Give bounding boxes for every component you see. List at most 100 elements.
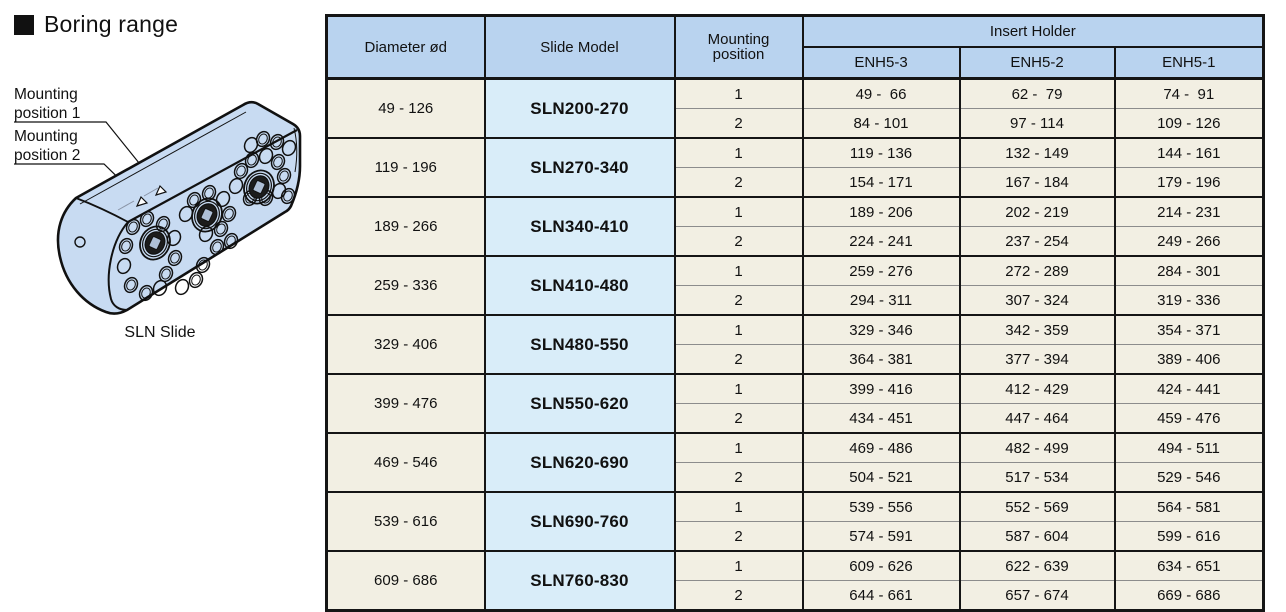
enh5-2-range-cell: 447 - 464 [958,403,1116,434]
mounting-position-cell: 2 [673,580,804,612]
diameter-cell: 399 - 476 [325,373,486,434]
enh5-1-range-cell: 564 - 581 [1113,491,1265,522]
col-header-enh5-2: ENH5-2 [958,46,1116,80]
mounting-position-cell: 2 [673,167,804,198]
enh5-3-range-cell: 294 - 311 [801,285,961,316]
enh5-1-range-cell: 529 - 546 [1113,462,1265,493]
mounting-position-cell: 2 [673,403,804,434]
enh5-3-range-cell: 574 - 591 [801,521,961,552]
slide-model-cell: SLN480-550 [483,314,676,375]
enh5-1-range-cell: 354 - 371 [1113,314,1265,345]
enh5-2-range-cell: 622 - 639 [958,550,1116,581]
mounting-position-cell: 2 [673,344,804,375]
mounting-position-cell: 1 [673,196,804,227]
enh5-1-range-cell: 249 - 266 [1113,226,1265,257]
slide-model-cell: SLN620-690 [483,432,676,493]
col-header-insert-holder: Insert Holder [801,14,1265,48]
mounting-position-cell: 1 [673,137,804,168]
enh5-3-range-cell: 364 - 381 [801,344,961,375]
section-marker-icon [14,14,34,35]
col-header-diameter: Diameter ød [325,14,486,80]
enh5-1-range-cell: 284 - 301 [1113,255,1265,286]
enh5-2-range-cell: 97 - 114 [958,108,1116,139]
diameter-cell: 189 - 266 [325,196,486,257]
table-row: 49 - 126 SLN200-270 1 49 - 66 62 - 79 74 - 91 [325,77,1265,139]
mounting-position-1-label: Mounting position 1 [14,86,81,122]
mounting-position-cell: 1 [673,550,804,581]
table-row: 399 - 476 SLN550-620 1 399 - 416 412 - 429 42… [325,373,1265,434]
mounting-position-cell: 1 [673,373,804,404]
slide-model-cell: SLN200-270 [483,77,676,139]
enh5-1-range-cell: 179 - 196 [1113,167,1265,198]
enh5-3-range-cell: 399 - 416 [801,373,961,404]
enh5-1-range-cell: 144 - 161 [1113,137,1265,168]
table-row: 119 - 196 SLN270-340 1 119 - 136 132 - 149 14… [325,137,1265,198]
mounting-position-1-marker-icon [154,184,168,196]
table-row: 539 - 616 SLN690-760 1 539 - 556 552 - 569 56… [325,491,1265,552]
enh5-2-range-cell: 587 - 604 [958,521,1116,552]
table-row: 2 224 - 241 237 - 254 249 - 266 [327,226,1265,257]
page-title: Boring range [44,11,179,37]
mounting-position-cell: 2 [673,285,804,316]
enh5-2-range-cell: 657 - 674 [958,580,1116,612]
table-row: 2 644 - 661 657 - 674 669 - 686 [327,580,1265,612]
slide-model-cell: SLN690-760 [483,491,676,552]
enh5-3-range-cell: 49 - 66 [801,77,961,109]
col-header-slide-model: Slide Model [483,14,676,80]
diameter-cell: 49 - 126 [325,77,486,139]
diameter-cell: 469 - 546 [325,432,486,493]
enh5-3-range-cell: 469 - 486 [801,432,961,463]
mounting-position-cell: 1 [673,432,804,463]
enh5-1-range-cell: 599 - 616 [1113,521,1265,552]
enh5-1-range-cell: 319 - 336 [1113,285,1265,316]
diameter-cell: 609 - 686 [325,550,486,612]
enh5-2-range-cell: 132 - 149 [958,137,1116,168]
mounting-position-cell: 2 [673,226,804,257]
enh5-2-range-cell: 167 - 184 [958,167,1116,198]
enh5-3-range-cell: 329 - 346 [801,314,961,345]
enh5-1-range-cell: 424 - 441 [1113,373,1265,404]
diameter-cell: 119 - 196 [325,137,486,198]
enh5-3-range-cell: 539 - 556 [801,491,961,522]
mounting-position-cell: 1 [673,314,804,345]
enh5-2-range-cell: 342 - 359 [958,314,1116,345]
table-row: 2 364 - 381 377 - 394 389 - 406 [327,344,1265,375]
slide-model-cell: SLN550-620 [483,373,676,434]
enh5-2-range-cell: 237 - 254 [958,226,1116,257]
table-row: 2 84 - 101 97 - 114 109 - 126 [327,108,1265,139]
enh5-2-range-cell: 482 - 499 [958,432,1116,463]
mounting-position-cell: 2 [673,108,804,139]
mounting-position-cell: 1 [673,77,804,109]
slide-model-cell: SLN410-480 [483,255,676,316]
mounting-position-2-marker-icon [135,195,149,207]
enh5-2-range-cell: 377 - 394 [958,344,1116,375]
large-bores [139,169,275,261]
figure-caption: SLN Slide [124,324,196,341]
mounting-position-cell: 2 [673,462,804,493]
enh5-2-range-cell: 307 - 324 [958,285,1116,316]
enh5-3-range-cell: 224 - 241 [801,226,961,257]
enh5-2-range-cell: 412 - 429 [958,373,1116,404]
slide-model-cell: SLN270-340 [483,137,676,198]
enh5-3-range-cell: 434 - 451 [801,403,961,434]
mounting-position-2-label: Mounting position 2 [14,128,81,164]
enh5-3-range-cell: 259 - 276 [801,255,961,286]
enh5-1-range-cell: 459 - 476 [1113,403,1265,434]
enh5-2-range-cell: 202 - 219 [958,196,1116,227]
end-cap-hole [74,236,86,248]
table-row: 2 574 - 591 587 - 604 599 - 616 [327,521,1265,552]
slide-model-cell: SLN340-410 [483,196,676,257]
table-row: 2 294 - 311 307 - 324 319 - 336 [327,285,1265,316]
table-row: 259 - 336 SLN410-480 1 259 - 276 272 - 289 28… [325,255,1265,316]
section-title: Boring range [14,11,178,38]
sln-slide-illustration [14,100,302,315]
enh5-1-range-cell: 109 - 126 [1113,108,1265,139]
enh5-3-range-cell: 609 - 626 [801,550,961,581]
engraved-marks [117,187,159,211]
enh5-3-range-cell: 84 - 101 [801,108,961,139]
mounting-position-cell: 2 [673,521,804,552]
enh5-1-range-cell: 494 - 511 [1113,432,1265,463]
slide-model-cell: SLN760-830 [483,550,676,612]
enh5-2-range-cell: 62 - 79 [958,77,1116,109]
enh5-2-range-cell: 517 - 534 [958,462,1116,493]
